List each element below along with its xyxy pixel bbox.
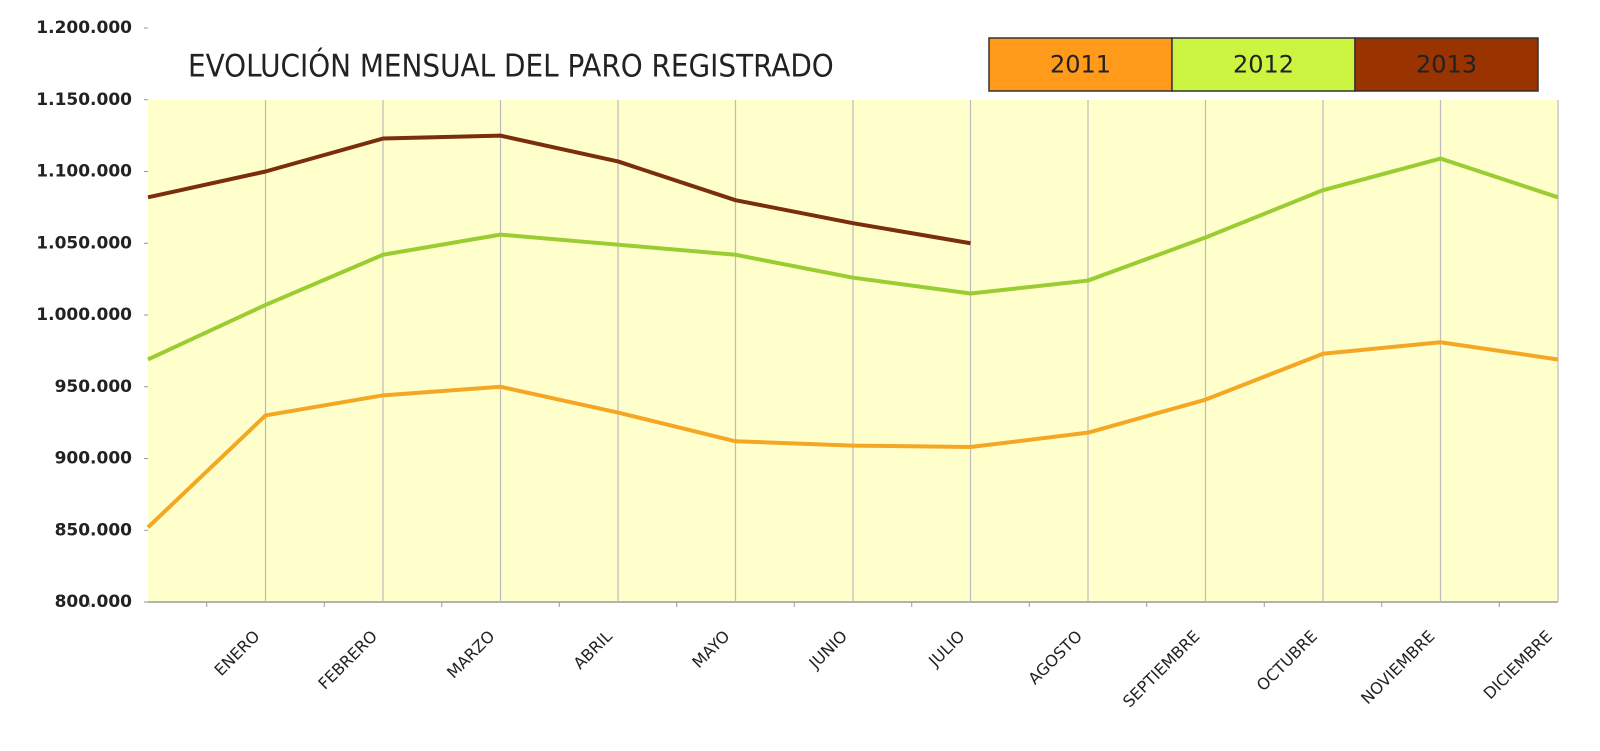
legend-label: 2011 [1050,51,1111,79]
series-line [147,156,1559,362]
legend-swatch [1354,37,1539,92]
y-tick-label: 1.150.000 [36,90,132,110]
y-tick-label: 800.000 [55,592,133,612]
y-tick-label: 1.100.000 [36,162,132,182]
x-tick-label: FEBRERO [314,627,381,694]
x-tick-label: ABRIL [570,627,616,673]
x-tick-label: JULIO [924,627,968,671]
x-tick-label: ENERO [211,627,264,680]
y-tick-label: 1.000.000 [36,305,132,325]
x-tick-label: DICIEMBRE [1480,627,1556,703]
series-line [147,133,971,246]
y-tick-label: 1.050.000 [36,233,132,253]
y-tick-label: 900.000 [55,449,133,469]
legend-label: 2013 [1416,51,1477,79]
legend-label: 2012 [1233,51,1294,79]
x-tick-label: AGOSTO [1024,627,1086,689]
y-tick-label: 1.200.000 [36,18,132,38]
legend-swatch [1171,37,1356,92]
legend-swatch [988,37,1173,92]
chart-title: EVOLUCIÓN MENSUAL DEL PARO REGISTRADO [188,48,834,85]
y-tick-label: 950.000 [55,377,133,397]
x-tick-label: JUNIO [805,627,851,673]
x-tick-label: OCTUBRE [1253,627,1321,695]
series-line [146,340,1559,529]
x-tick-label: NOVIEMBRE [1357,627,1438,708]
x-tick-label: SEPTIEMBRE [1119,627,1204,712]
y-tick-label: 850.000 [55,520,133,540]
x-tick-label: MARZO [443,627,498,682]
x-tick-label: MAYO [688,627,733,672]
